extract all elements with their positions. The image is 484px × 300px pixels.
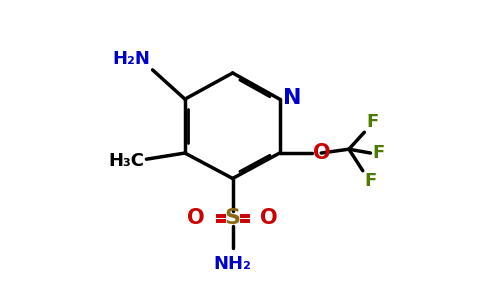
- Text: F: F: [367, 113, 379, 131]
- Text: O: O: [260, 208, 278, 229]
- Text: F: F: [373, 144, 385, 162]
- Text: S: S: [225, 208, 241, 229]
- Text: O: O: [313, 143, 331, 163]
- Text: NH₂: NH₂: [214, 256, 252, 274]
- Text: N: N: [284, 88, 302, 108]
- Text: H₃C: H₃C: [108, 152, 144, 170]
- Text: O: O: [187, 208, 205, 229]
- Text: F: F: [364, 172, 377, 190]
- Text: H₂N: H₂N: [112, 50, 150, 68]
